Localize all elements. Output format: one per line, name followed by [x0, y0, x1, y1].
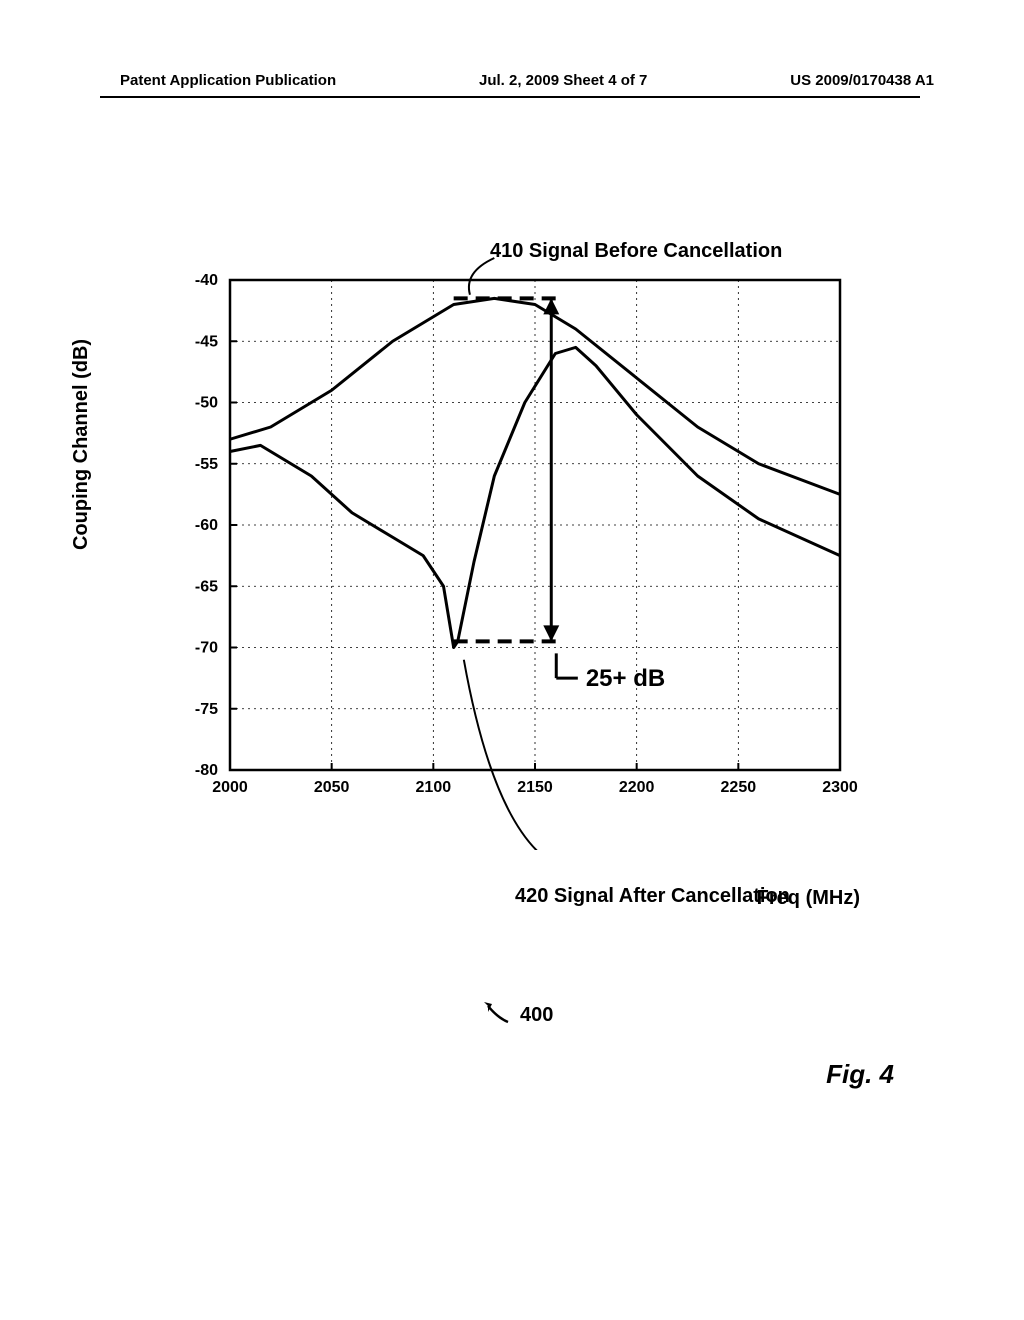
y-axis-label: Couping Channel (dB) — [70, 339, 93, 550]
svg-text:-55: -55 — [195, 456, 218, 473]
svg-text:2200: 2200 — [619, 779, 655, 796]
svg-text:-75: -75 — [195, 701, 218, 718]
header-center: Jul. 2, 2009 Sheet 4 of 7 — [479, 72, 647, 89]
svg-text:2000: 2000 — [212, 779, 248, 796]
reference-number-400: 400 — [480, 1000, 553, 1030]
svg-text:-65: -65 — [195, 578, 218, 595]
figure-caption: Fig. 4 — [826, 1059, 894, 1090]
svg-text:-40: -40 — [195, 272, 218, 289]
header-right: US 2009/0170438 A1 — [790, 72, 934, 89]
after-cancellation-label: 420 Signal After Cancellation — [515, 885, 790, 908]
figure-4-container: 410 Signal Before Cancellation -40-45-50… — [100, 250, 920, 930]
header-rule — [100, 96, 920, 98]
header-left: Patent Application Publication — [120, 72, 336, 89]
svg-text:2300: 2300 — [822, 779, 858, 796]
svg-text:2100: 2100 — [416, 779, 452, 796]
page-header: Patent Application Publication Jul. 2, 2… — [0, 72, 1024, 89]
reference-number-text: 400 — [520, 1004, 553, 1027]
svg-text:2150: 2150 — [517, 779, 553, 796]
svg-text:25+ dB: 25+ dB — [586, 665, 665, 692]
svg-text:-50: -50 — [195, 395, 218, 412]
svg-text:-80: -80 — [195, 762, 218, 779]
svg-text:2050: 2050 — [314, 779, 350, 796]
svg-text:-70: -70 — [195, 640, 218, 657]
before-cancellation-label: 410 Signal Before Cancellation — [490, 240, 782, 263]
svg-text:-60: -60 — [195, 517, 218, 534]
svg-text:2250: 2250 — [721, 779, 757, 796]
reference-arrow-icon — [480, 1000, 520, 1030]
coupling-channel-chart: -40 -45 -50 -55 -60 -65 -70 -75 -802000 2050 2100 2… — [100, 250, 920, 850]
svg-text:-45: -45 — [195, 333, 218, 350]
